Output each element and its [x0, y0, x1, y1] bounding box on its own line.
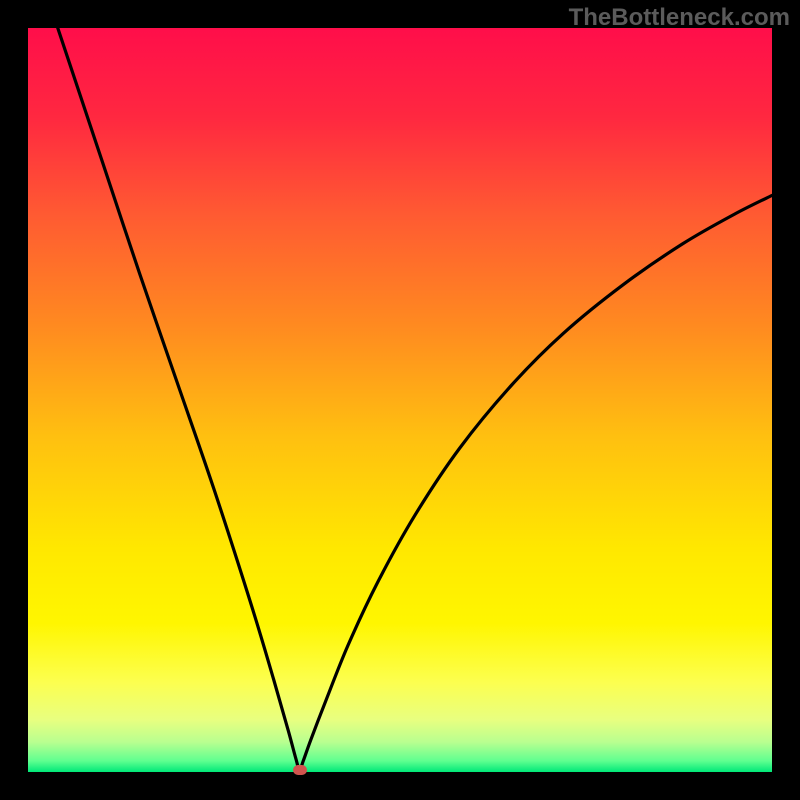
curve-path [58, 28, 772, 770]
plot-area [28, 28, 772, 772]
optimum-marker [293, 765, 307, 775]
bottleneck-curve [28, 28, 772, 772]
watermark-text: TheBottleneck.com [569, 4, 790, 32]
